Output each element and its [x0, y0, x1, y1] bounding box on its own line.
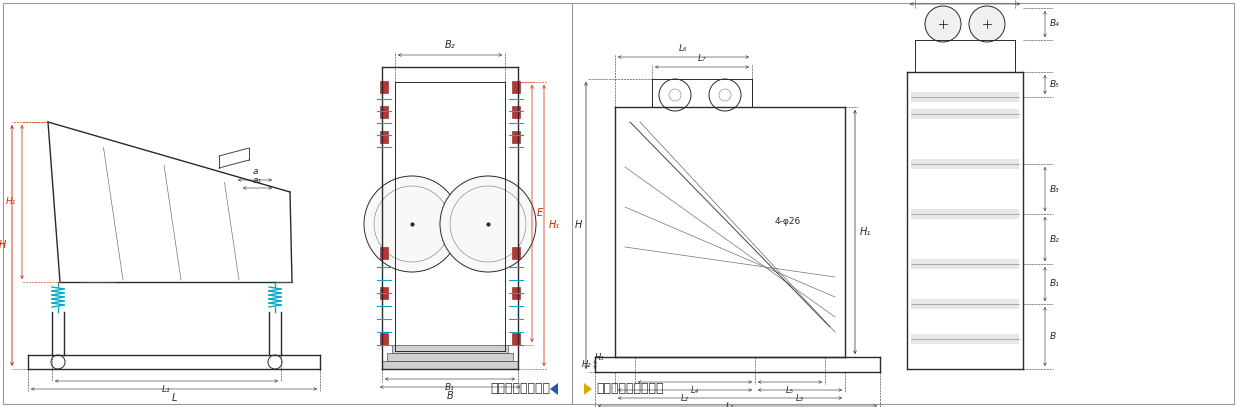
Text: B₂: B₂: [1050, 234, 1060, 243]
Bar: [512, 247, 520, 259]
Text: L₁: L₁: [162, 385, 171, 394]
Bar: [380, 106, 388, 118]
Bar: [380, 287, 388, 299]
Text: a₁: a₁: [252, 176, 262, 185]
Text: L₄: L₄: [691, 386, 699, 395]
Bar: [512, 106, 520, 118]
Circle shape: [440, 176, 536, 272]
Bar: [910, 209, 1019, 219]
Polygon shape: [550, 383, 558, 395]
Circle shape: [969, 6, 1004, 42]
Bar: [392, 345, 508, 353]
Text: B₃: B₃: [1050, 184, 1060, 193]
Text: H: H: [575, 221, 581, 230]
Text: 激振器型结构示意图: 激振器型结构示意图: [596, 383, 663, 396]
Polygon shape: [584, 383, 593, 395]
Text: B₅: B₅: [1050, 80, 1060, 89]
Bar: [512, 81, 520, 93]
Bar: [512, 131, 520, 143]
Text: H₃: H₃: [594, 352, 604, 361]
Bar: [387, 353, 513, 361]
Bar: [382, 361, 518, 369]
Text: B₂: B₂: [444, 40, 455, 50]
Bar: [910, 259, 1019, 269]
Text: L₃: L₃: [795, 394, 804, 403]
Bar: [910, 109, 1019, 119]
Bar: [380, 247, 388, 259]
Text: L₁: L₁: [726, 402, 735, 407]
Bar: [910, 159, 1019, 169]
Text: a: a: [252, 167, 257, 176]
Bar: [910, 334, 1019, 344]
Bar: [380, 333, 388, 345]
Text: H₂: H₂: [581, 360, 591, 369]
Text: B: B: [1050, 332, 1056, 341]
Text: B₄: B₄: [1050, 20, 1060, 28]
Text: H₁: H₁: [549, 221, 560, 230]
Text: L₆: L₆: [679, 44, 688, 53]
Text: L₅: L₅: [785, 386, 794, 395]
Text: H₁: H₁: [6, 197, 16, 206]
Text: L: L: [171, 393, 177, 403]
Bar: [910, 299, 1019, 309]
Text: B₁: B₁: [445, 383, 455, 392]
Text: 电机型结构示意图: 电机型结构示意图: [490, 383, 550, 396]
Bar: [512, 287, 520, 299]
Bar: [380, 131, 388, 143]
Text: L₂: L₂: [682, 394, 689, 403]
Text: B₁: B₁: [1050, 280, 1060, 289]
Text: 4-φ26: 4-φ26: [776, 217, 802, 227]
Bar: [380, 81, 388, 93]
Bar: [512, 333, 520, 345]
Text: H₁: H₁: [860, 227, 871, 237]
Circle shape: [925, 6, 961, 42]
Bar: [910, 92, 1019, 102]
Text: L₇: L₇: [698, 54, 706, 63]
Text: E: E: [537, 208, 543, 219]
Circle shape: [364, 176, 460, 272]
Text: B: B: [447, 391, 454, 401]
Text: H: H: [0, 241, 6, 250]
